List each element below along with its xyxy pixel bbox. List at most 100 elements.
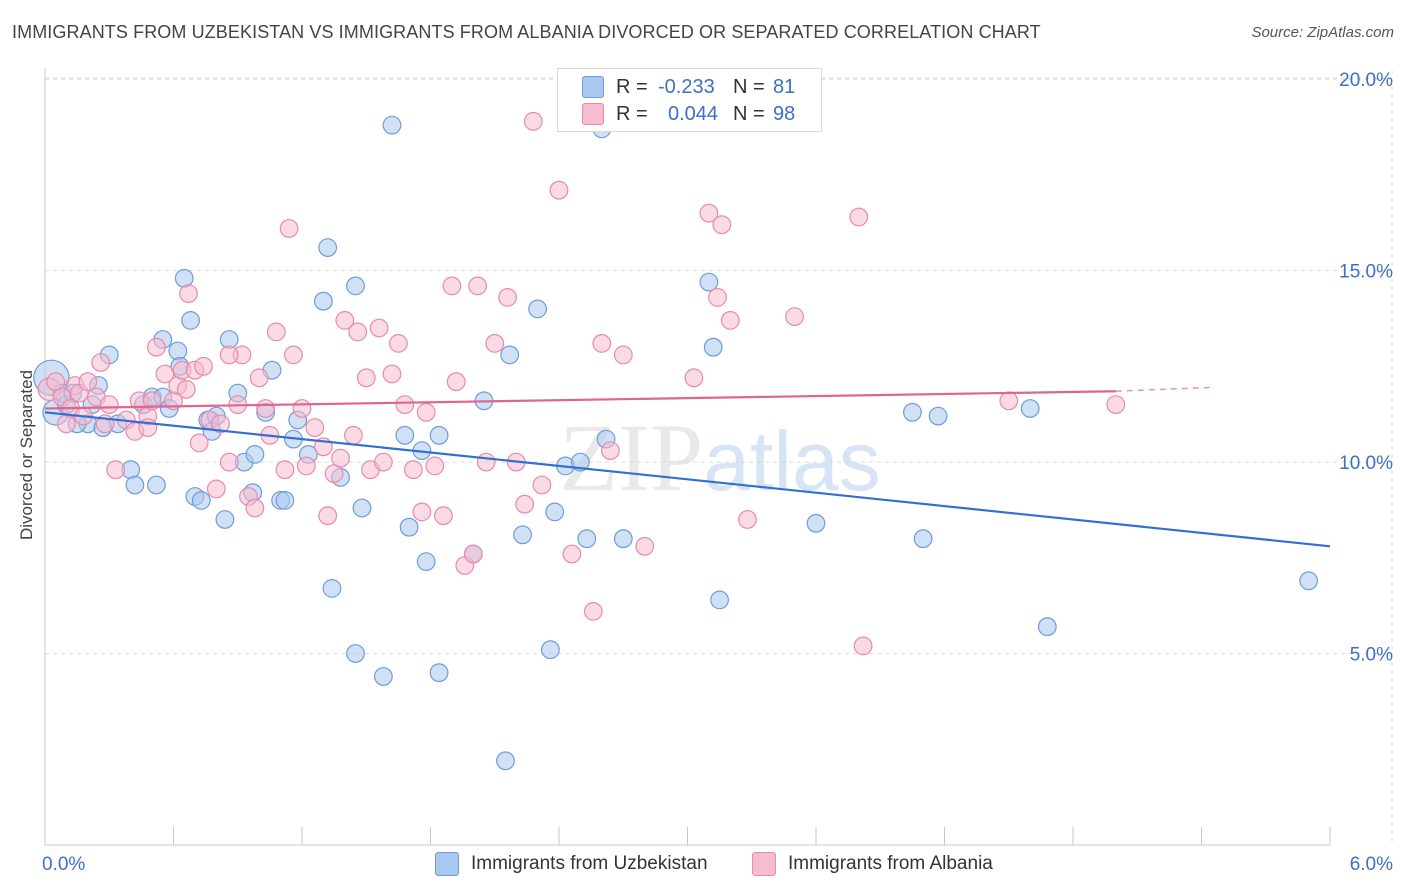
point-albania [219, 345, 239, 365]
point-albania [374, 452, 393, 472]
point-albania [853, 636, 873, 656]
point-albania [256, 399, 276, 418]
point-uzbekistan [545, 502, 565, 522]
point-uzbekistan [613, 529, 633, 549]
legend-swatch-uzbekistan [582, 76, 604, 98]
point-albania [369, 318, 389, 338]
point-albania [404, 460, 423, 480]
point-uzbekistan [571, 452, 590, 472]
point-uzbekistan [146, 475, 166, 495]
point-albania [99, 395, 119, 415]
point-uzbekistan [181, 311, 201, 330]
point-uzbekistan [352, 498, 372, 518]
point-albania [583, 602, 603, 621]
point-albania [592, 334, 612, 353]
point-albania [296, 456, 316, 476]
point-albania [532, 475, 552, 495]
point-albania [275, 460, 295, 480]
point-albania [146, 337, 166, 357]
point-uzbekistan [541, 640, 560, 660]
point-uzbekistan [703, 337, 723, 357]
point-albania [284, 345, 303, 365]
point-albania [412, 502, 432, 522]
watermark-atlas: atlas [703, 414, 880, 508]
point-albania [91, 353, 111, 372]
series-legend-item-albania[interactable]: Immigrants from Albania [752, 852, 993, 876]
point-albania [476, 452, 496, 472]
point-uzbekistan [318, 238, 338, 258]
point-uzbekistan [314, 291, 333, 311]
point-albania [219, 452, 239, 472]
point-albania [179, 284, 198, 304]
legend-swatch-albania [752, 852, 776, 876]
point-albania [245, 498, 265, 518]
point-albania [348, 322, 368, 342]
point-uzbekistan [806, 513, 826, 533]
point-albania [562, 544, 582, 564]
data-points [33, 111, 1318, 771]
point-albania [468, 276, 488, 296]
point-uzbekistan [399, 517, 419, 537]
point-uzbekistan [429, 663, 449, 683]
point-albania [515, 494, 535, 514]
x-tick-label: 6.0% [1350, 854, 1393, 875]
point-albania [211, 414, 231, 434]
series-legend: Immigrants from Uzbekistan Immigrants fr… [0, 852, 1406, 878]
point-albania [523, 111, 543, 131]
point-uzbekistan [913, 529, 933, 549]
point-albania [78, 372, 98, 392]
legend-r-label: R = [616, 102, 648, 125]
point-uzbekistan [577, 529, 597, 549]
legend-n-value: 81 [773, 75, 796, 98]
point-uzbekistan [500, 345, 520, 365]
y-tick-label: 10.0% [1339, 453, 1393, 474]
legend-n-label: N = [733, 102, 765, 125]
point-albania [446, 372, 466, 392]
chart-title: IMMIGRANTS FROM UZBEKISTAN VS IMMIGRANTS… [12, 22, 1041, 42]
point-uzbekistan [928, 406, 948, 426]
axes [44, 68, 1331, 846]
point-albania [1106, 395, 1126, 415]
point-albania [849, 207, 869, 227]
series-legend-item-uzbekistan[interactable]: Immigrants from Uzbekistan [435, 852, 708, 876]
point-uzbekistan [215, 510, 235, 529]
point-albania [485, 334, 505, 353]
point-uzbekistan [1037, 617, 1057, 637]
point-albania [463, 544, 483, 564]
series-legend-label: Immigrants from Albania [788, 853, 993, 874]
y-tick-label: 5.0% [1350, 645, 1393, 666]
point-uzbekistan [513, 525, 532, 545]
point-uzbekistan [1299, 571, 1318, 591]
point-albania [266, 322, 286, 342]
point-albania [142, 391, 162, 411]
legend-row-uzbekistan: R = -0.233 N = 81 [582, 75, 795, 99]
point-albania [249, 368, 269, 388]
point-albania [549, 180, 569, 200]
point-uzbekistan [125, 475, 145, 495]
point-uzbekistan [496, 751, 515, 771]
point-uzbekistan [699, 272, 719, 292]
point-uzbekistan [429, 425, 449, 445]
chart-source: Source: ZipAtlas.com [1251, 24, 1394, 41]
y-tick-label: 15.0% [1339, 262, 1393, 283]
point-uzbekistan [191, 491, 211, 510]
point-albania [738, 510, 757, 529]
point-uzbekistan [528, 299, 547, 319]
legend-n-label: N = [733, 75, 765, 98]
legend-r-label: R = [616, 75, 648, 98]
point-uzbekistan [346, 276, 365, 296]
legend-r-value: -0.233 [658, 75, 715, 98]
point-albania [305, 418, 325, 438]
point-albania [720, 311, 740, 330]
point-albania [684, 368, 704, 388]
trend-line-albania [44, 390, 1116, 410]
legend-row-albania: R = 0.044 N = 98 [582, 102, 795, 126]
point-uzbekistan [395, 425, 415, 445]
point-albania [425, 456, 445, 476]
legend-swatch-albania [582, 103, 604, 125]
point-albania [999, 391, 1019, 411]
point-albania [389, 334, 408, 353]
trend-lines [44, 386, 1331, 548]
watermark: ZIPatlas [559, 404, 880, 511]
